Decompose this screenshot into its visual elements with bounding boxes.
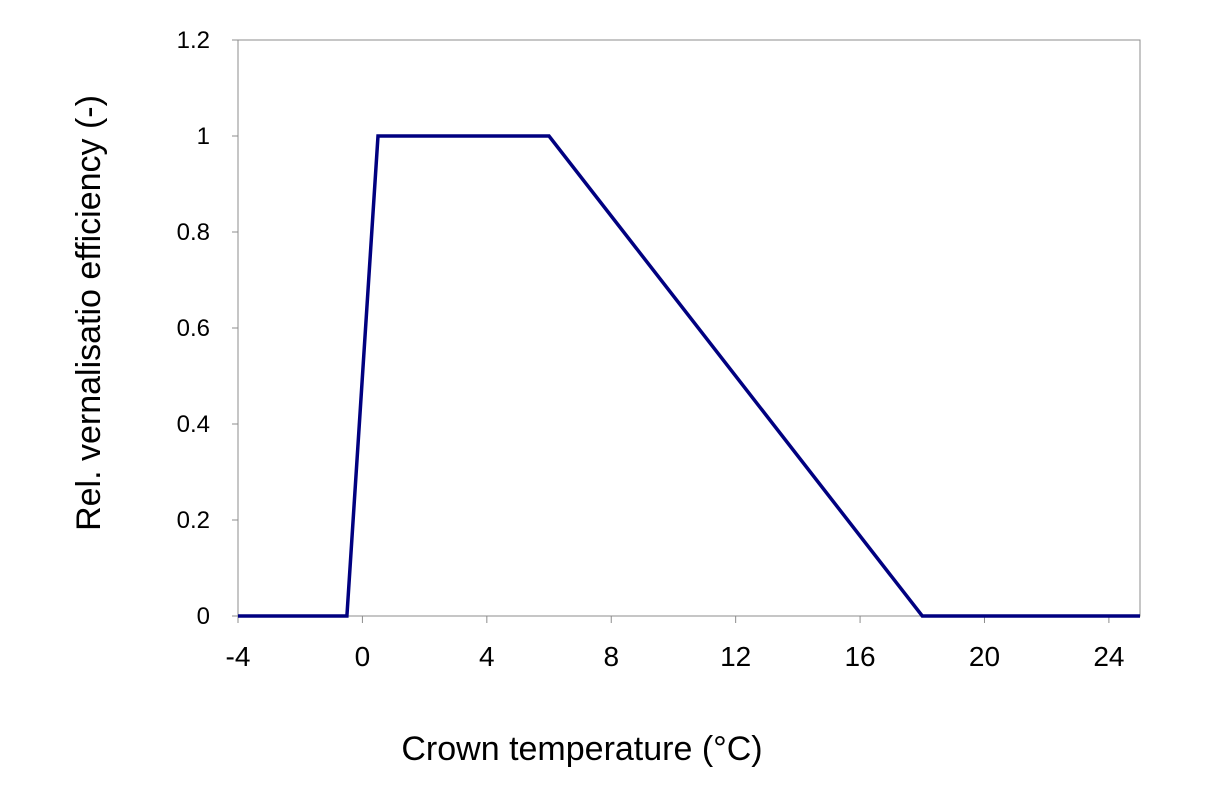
y-axis: 0 0.2 0.4 0.6 0.8 1 1.2 [177, 27, 239, 630]
x-tick-label: 4 [479, 641, 495, 672]
y-tick-label: 1.2 [177, 27, 210, 54]
plot-frame [237, 39, 1141, 617]
x-tick-label: 20 [969, 641, 1000, 672]
x-tick-label: 16 [844, 641, 875, 672]
series-line [238, 134, 1140, 618]
x-axis-title: Crown temperature (°C) [401, 730, 762, 768]
x-tick-label: -4 [226, 641, 251, 672]
x-tick-label: 12 [720, 641, 751, 672]
y-tick-label: 0 [197, 603, 210, 630]
y-tick-label: 0.4 [177, 411, 210, 438]
y-tick-label: 0.2 [177, 507, 210, 534]
series-group [238, 134, 1140, 618]
y-tick-label: 1 [197, 123, 210, 150]
x-axis: -4 0 4 8 12 16 20 24 [226, 615, 1140, 672]
y-tick-label: 0.8 [177, 219, 210, 246]
y-axis-title: Rel. vernalisatio efficiency (-) [70, 95, 108, 531]
x-tick-label: 24 [1093, 641, 1124, 672]
x-tick-label: 0 [355, 641, 371, 672]
plot-area [237, 39, 1141, 617]
x-tick-label: 8 [603, 641, 619, 672]
y-tick-label: 0.6 [177, 315, 210, 342]
